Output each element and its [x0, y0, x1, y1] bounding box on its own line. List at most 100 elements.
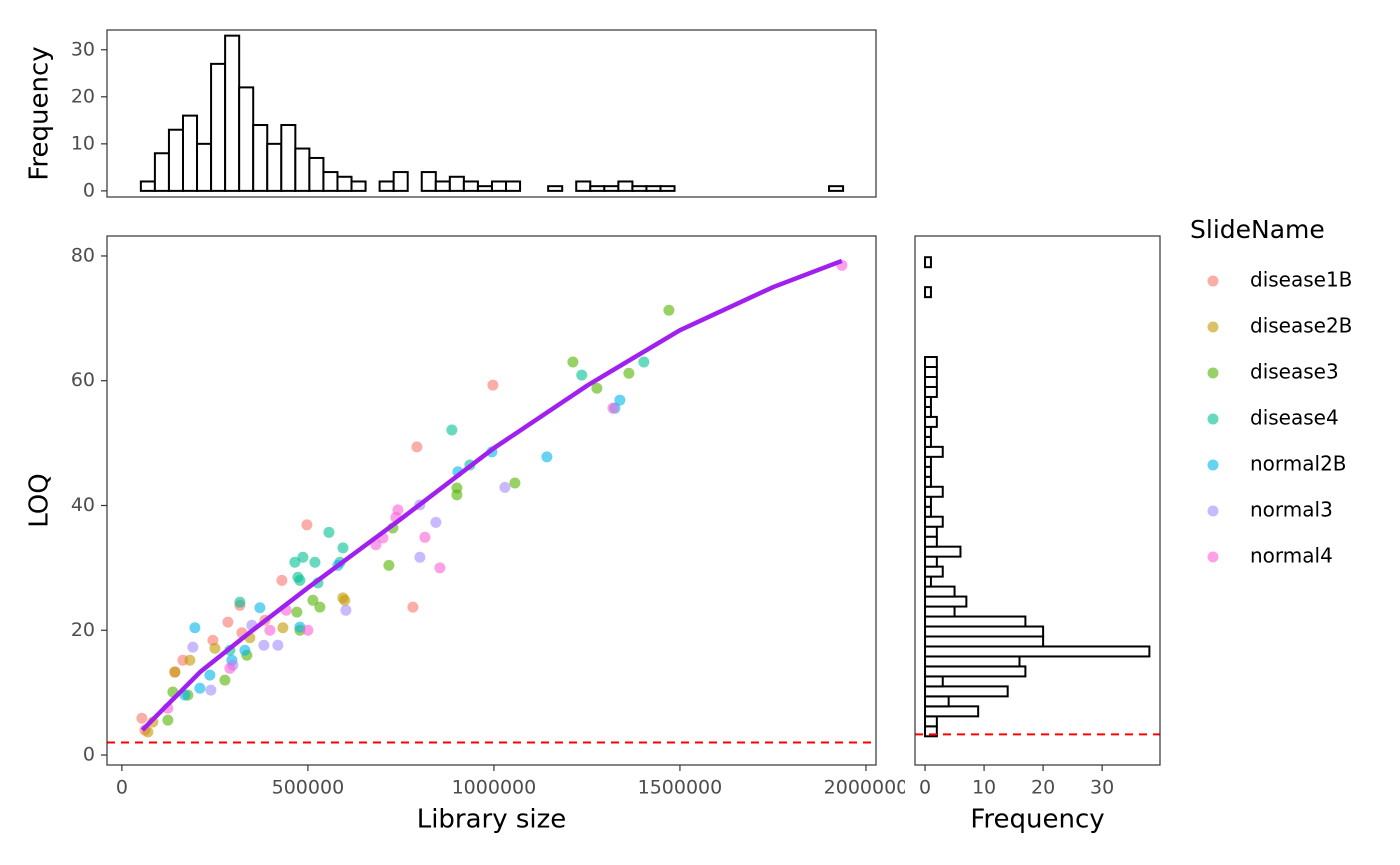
histogram-bar — [924, 366, 938, 378]
histogram-bar — [350, 180, 367, 192]
point — [239, 644, 251, 656]
point — [541, 451, 553, 463]
histogram-bar — [617, 180, 634, 192]
y-tick-label: 20 — [71, 619, 95, 641]
histogram-bar — [322, 171, 339, 192]
x-tick-label: 1000000 — [452, 777, 537, 799]
point — [638, 356, 650, 368]
point — [339, 594, 351, 606]
histogram-bar — [924, 475, 932, 488]
point — [430, 516, 442, 528]
histogram-bar — [490, 180, 508, 192]
histogram-bar — [924, 625, 1045, 638]
point — [434, 562, 446, 574]
y-axis-title: Frequency — [25, 46, 55, 180]
histogram-bar — [181, 114, 199, 192]
point — [205, 684, 217, 696]
histogram-bar — [924, 455, 932, 468]
histogram-bar — [167, 128, 184, 192]
histogram-bar — [210, 62, 227, 192]
point — [189, 622, 201, 634]
point — [411, 441, 423, 453]
panel-border — [106, 29, 877, 198]
histogram-bar — [924, 555, 938, 568]
histogram-bar — [924, 425, 932, 438]
histogram-bar — [924, 665, 1027, 678]
point — [219, 674, 231, 686]
point — [567, 356, 579, 368]
x-tick-label: 0 — [919, 777, 931, 799]
histogram-bar — [238, 86, 255, 192]
histogram-bar — [924, 395, 932, 408]
point — [607, 402, 619, 414]
histogram-bar — [448, 175, 465, 192]
histogram-bar — [924, 585, 956, 598]
histogram-bar — [153, 152, 170, 192]
x-tick-label: 10 — [972, 777, 996, 799]
point — [314, 601, 326, 613]
histogram-bar — [434, 180, 451, 192]
point — [222, 616, 234, 628]
histogram-bar — [659, 185, 676, 192]
histogram-bar — [924, 415, 938, 428]
histogram-bar — [924, 615, 1027, 628]
point — [487, 379, 499, 391]
point — [187, 641, 199, 653]
histogram-bar — [924, 405, 932, 418]
histogram-bar — [924, 256, 932, 269]
point — [591, 382, 603, 394]
histogram-bar — [924, 685, 1009, 698]
histogram-bar — [924, 705, 980, 718]
histogram-bar — [631, 185, 648, 192]
histogram-bar — [294, 147, 311, 192]
histogram-bar — [645, 185, 662, 192]
histogram-bar — [336, 175, 353, 192]
histogram-bar — [280, 124, 297, 192]
histogram-bar — [924, 545, 962, 558]
histogram-bar — [603, 185, 620, 192]
point — [169, 666, 181, 678]
legend-label: disease1B — [1250, 268, 1352, 292]
x-tick-label: 0 — [116, 777, 128, 799]
histogram-bar — [252, 124, 269, 192]
y-tick-label: 60 — [71, 369, 95, 391]
y-tick-label: 0 — [83, 744, 95, 766]
histogram-bar — [924, 525, 938, 538]
panel-border — [106, 235, 877, 766]
legend-label: normal3 — [1250, 498, 1333, 522]
point — [337, 542, 349, 554]
legend-label: normal2B — [1250, 452, 1347, 476]
x-tick-label: 20 — [1031, 777, 1055, 799]
histogram-bar — [308, 156, 325, 192]
panel-border — [914, 235, 1161, 766]
point — [340, 604, 352, 616]
histogram-bar — [924, 595, 968, 608]
legend-marker — [1207, 551, 1219, 563]
y-tick-label: 20 — [71, 85, 95, 107]
x-tick-label: 2000000 — [824, 777, 909, 799]
histogram-bar — [505, 180, 522, 192]
point — [392, 504, 404, 516]
point — [614, 394, 626, 406]
histogram-bar — [924, 695, 950, 708]
point — [323, 526, 335, 538]
histogram-bar — [924, 655, 1021, 668]
point — [136, 712, 148, 724]
x-axis-title: Frequency — [970, 805, 1104, 835]
point — [224, 662, 236, 674]
point — [297, 551, 309, 563]
histogram-bar — [924, 495, 932, 508]
legend-marker — [1207, 367, 1219, 379]
histogram-bar — [924, 535, 938, 548]
histogram-bar — [392, 171, 409, 192]
fit-line — [140, 258, 843, 732]
point — [419, 531, 431, 543]
y-axis-title: LOQ — [25, 473, 55, 528]
point — [277, 622, 289, 634]
histogram-bar — [924, 385, 938, 398]
y-tick-label: 0 — [83, 179, 95, 201]
histogram-bar — [924, 435, 932, 448]
histogram-bar — [924, 565, 944, 578]
histogram-bar — [828, 185, 845, 192]
